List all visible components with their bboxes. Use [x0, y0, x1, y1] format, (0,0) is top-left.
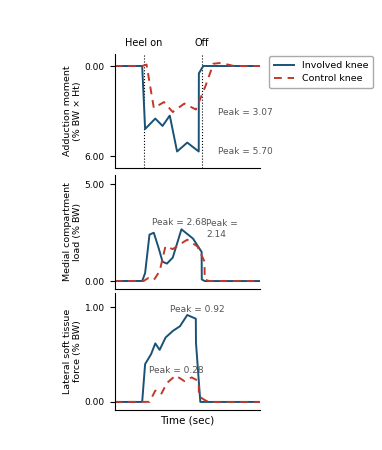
Text: Peak = 2.68: Peak = 2.68	[152, 218, 207, 227]
Y-axis label: Adduction moment
(% BW × Ht): Adduction moment (% BW × Ht)	[63, 66, 82, 156]
Text: Peak = 3.07: Peak = 3.07	[218, 108, 272, 117]
Text: Peak =
2.14: Peak = 2.14	[206, 219, 238, 239]
Y-axis label: Lateral soft tissue
force (% BW): Lateral soft tissue force (% BW)	[63, 309, 82, 394]
X-axis label: Time (sec): Time (sec)	[160, 415, 214, 425]
Text: Off: Off	[194, 38, 209, 48]
Y-axis label: Medial compartment
load (% BW): Medial compartment load (% BW)	[63, 182, 82, 281]
Text: Peak = 0.92: Peak = 0.92	[170, 305, 224, 314]
Legend: Involved knee, Control knee: Involved knee, Control knee	[269, 56, 373, 88]
Text: Heel on: Heel on	[125, 38, 162, 48]
Text: Peak = 5.70: Peak = 5.70	[218, 147, 272, 156]
Text: Peak = 0.28: Peak = 0.28	[149, 365, 204, 374]
